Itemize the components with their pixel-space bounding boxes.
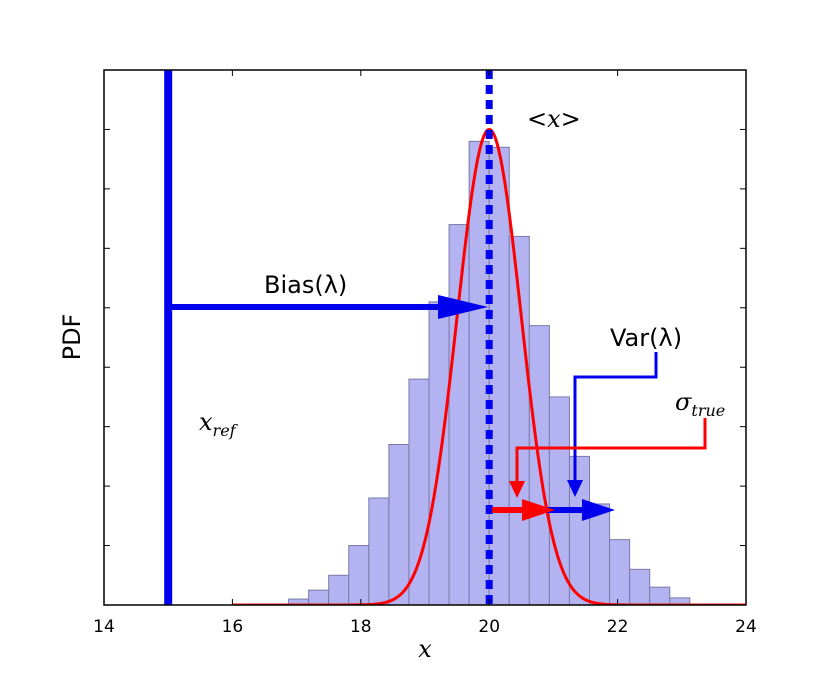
sigma-true-label: σtrue xyxy=(675,388,725,420)
histogram-bar xyxy=(629,568,651,605)
y-axis-label: PDF xyxy=(58,314,86,361)
true-pdf-curve xyxy=(232,127,746,605)
histogram-bar xyxy=(568,455,591,605)
x-tick-label: 16 xyxy=(222,617,244,637)
histogram-bar xyxy=(428,301,450,605)
histogram-bar xyxy=(649,586,671,605)
x-tick-label: 24 xyxy=(735,617,757,637)
histogram-bar xyxy=(548,396,570,605)
var-arrow xyxy=(540,352,658,521)
bias-label: Bias(λ) xyxy=(264,271,347,299)
histogram-bar xyxy=(448,224,470,605)
histogram-bar xyxy=(388,444,410,605)
histogram-bar xyxy=(408,378,430,605)
histogram-bar xyxy=(368,497,390,605)
x-ref-label: xref xyxy=(199,408,239,440)
histogram-bar xyxy=(308,589,330,605)
plot-frame xyxy=(103,69,747,606)
x-tick-label: 18 xyxy=(350,617,372,637)
x-tick-label: 22 xyxy=(607,617,629,637)
bias-arrow xyxy=(168,295,488,319)
histogram-bar xyxy=(328,574,350,605)
x-axis-label: x xyxy=(418,635,432,663)
histogram-bar xyxy=(348,545,370,605)
x-tick-label: 20 xyxy=(478,617,500,637)
histogram-bar xyxy=(589,503,611,605)
x-axis-ticks: 14 16 18 20 22 24 xyxy=(93,70,757,637)
mean-label: <x> xyxy=(527,105,581,133)
histogram-bar xyxy=(609,539,631,605)
y-axis-ticks xyxy=(104,128,746,547)
sigma-arrow xyxy=(492,418,707,521)
x-tick-label: 14 xyxy=(93,617,115,637)
var-label: Var(λ) xyxy=(610,324,682,352)
